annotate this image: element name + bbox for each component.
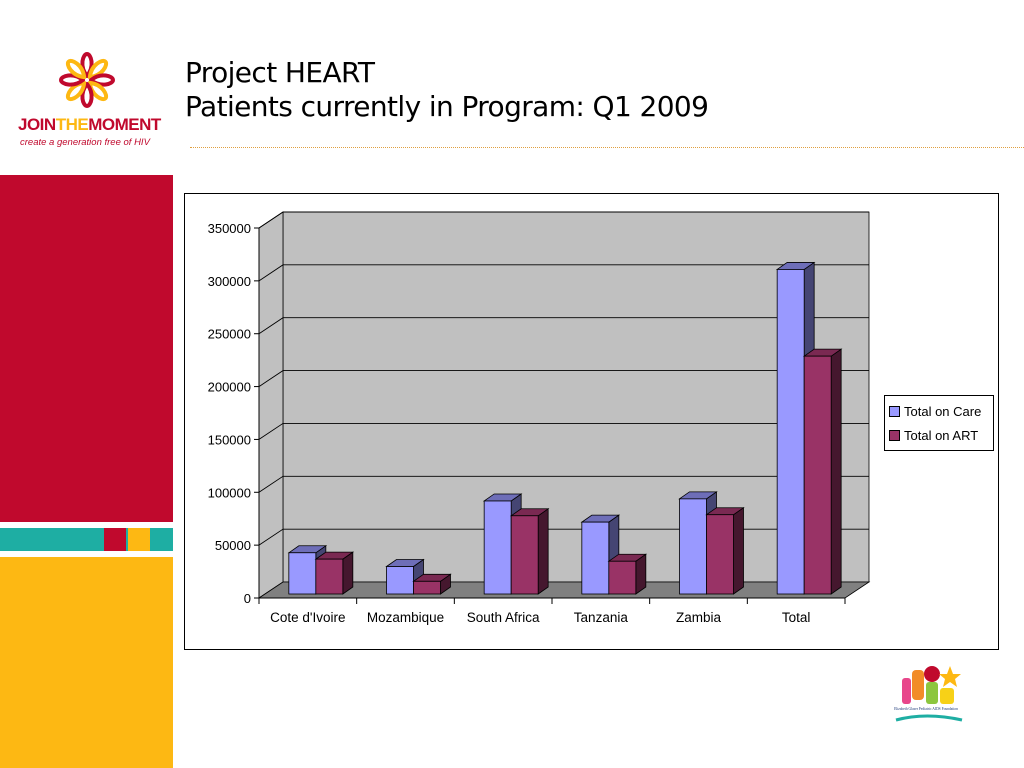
y-tick-label: 300000 — [208, 274, 251, 289]
plot-side-wall — [258, 211, 284, 599]
bar-care — [776, 269, 805, 595]
yellow-accent-square — [128, 528, 150, 551]
legend-swatch-art — [889, 429, 900, 441]
bar-side-art — [733, 506, 744, 595]
foundation-logo-icon: Elizabeth Glaser Pediatric AIDS Foundati… — [894, 666, 963, 722]
title-divider — [190, 147, 1024, 148]
bar-art — [706, 514, 734, 595]
gridline — [258, 264, 869, 282]
slide-title: Project HEART Patients currently in Prog… — [185, 56, 1015, 124]
gridline — [258, 422, 869, 440]
chart-container: 0 50000 100000 150000 200000 250000 300000 3500… — [184, 193, 999, 650]
x-tick-label: Total — [782, 610, 811, 625]
foundation-name: Elizabeth Glaser Pediatric AIDS Foundati… — [894, 707, 958, 711]
x-tick-label: Tanzania — [574, 610, 629, 625]
red-band — [0, 175, 173, 522]
x-tick-label: Cote d'Ivoire — [270, 610, 345, 625]
bar-care — [483, 500, 512, 595]
ribbon-flower-icon — [58, 51, 116, 109]
gridline — [258, 475, 869, 493]
legend-item-care: Total on Care — [889, 399, 989, 423]
gridline — [258, 211, 869, 229]
bar-art — [315, 558, 344, 595]
children-art-icon — [895, 666, 963, 722]
brand-tagline: create a generation free of HIV — [20, 137, 150, 148]
y-tick-label: 350000 — [208, 221, 251, 236]
bar-care — [386, 566, 414, 595]
title-line-2: Patients currently in Program: Q1 2009 — [185, 90, 709, 123]
gridline — [258, 528, 869, 546]
legend-item-art: Total on ART — [889, 423, 989, 447]
bar-chart: 0 50000 100000 150000 200000 250000 300000 3500… — [208, 211, 871, 625]
legend-label-care: Total on Care — [904, 403, 982, 419]
legend-label-art: Total on ART — [904, 427, 979, 443]
bar-side-art — [830, 348, 842, 595]
bar-art — [413, 580, 441, 595]
brand-word-the: THE — [55, 115, 89, 134]
legend-swatch-care — [889, 405, 900, 417]
gridline — [258, 317, 869, 335]
bar-care — [679, 498, 707, 595]
join-the-moment-logo-icon — [58, 51, 116, 109]
y-tick-label: 50000 — [215, 538, 251, 553]
bar-side-art — [537, 508, 549, 595]
yellow-band — [0, 557, 173, 768]
y-tick-label: 0 — [244, 591, 251, 606]
y-tick-label: 100000 — [208, 485, 251, 500]
brand-wordmark: JOINTHEMOMENT — [18, 116, 163, 134]
y-tick-label: 200000 — [208, 380, 251, 395]
bar-art — [608, 560, 637, 595]
bar-care — [581, 521, 610, 595]
left-brand-panel — [0, 0, 173, 768]
bar-art — [803, 355, 832, 595]
y-tick-label: 150000 — [208, 432, 251, 447]
brand-word-join: JOIN — [18, 115, 56, 134]
title-line-1: Project HEART — [185, 56, 375, 89]
x-tick-label: Mozambique — [367, 610, 444, 625]
y-tick-label: 250000 — [208, 327, 251, 342]
gridline — [258, 370, 869, 387]
x-tick-label: South Africa — [467, 610, 540, 625]
chart-legend: Total on Care Total on ART — [884, 395, 994, 451]
x-tick-label: Zambia — [676, 610, 722, 625]
bar-care — [288, 552, 317, 595]
red-accent-square — [104, 528, 126, 551]
brand-word-moment: MOMENT — [88, 115, 161, 134]
bar-art — [510, 515, 539, 595]
